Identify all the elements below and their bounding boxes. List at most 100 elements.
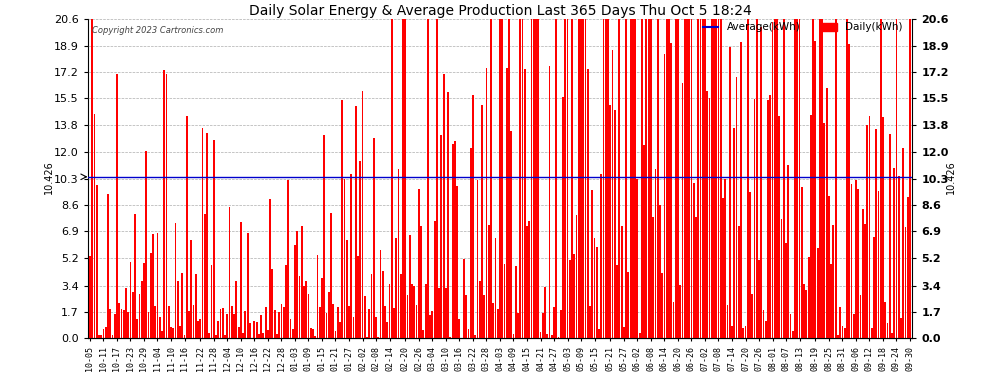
Bar xyxy=(589,306,591,338)
Bar xyxy=(425,284,427,338)
Bar xyxy=(234,314,235,338)
Bar xyxy=(598,329,600,338)
Bar xyxy=(515,266,517,338)
Bar xyxy=(702,20,704,338)
Bar xyxy=(767,100,769,338)
Bar xyxy=(564,20,566,338)
Bar xyxy=(112,335,113,338)
Bar xyxy=(274,310,275,338)
Bar xyxy=(340,322,341,338)
Title: Daily Solar Energy & Average Production Last 365 Days Thu Oct 5 18:24: Daily Solar Energy & Average Production … xyxy=(248,4,751,18)
Bar xyxy=(542,313,544,338)
Bar xyxy=(495,238,496,338)
Bar xyxy=(168,306,169,338)
Bar xyxy=(909,20,911,338)
Bar xyxy=(463,259,464,338)
Bar xyxy=(193,305,194,338)
Bar xyxy=(756,20,757,338)
Bar xyxy=(749,192,751,338)
Bar xyxy=(704,20,706,338)
Bar xyxy=(411,284,413,338)
Bar xyxy=(361,91,363,338)
Bar xyxy=(582,20,584,338)
Bar xyxy=(121,309,123,338)
Bar xyxy=(781,219,782,338)
Bar xyxy=(794,20,796,338)
Bar xyxy=(393,308,395,338)
Bar xyxy=(639,333,641,338)
Bar xyxy=(855,180,856,338)
Bar xyxy=(321,278,323,338)
Bar xyxy=(734,128,736,338)
Bar xyxy=(736,77,738,338)
Bar xyxy=(873,237,875,338)
Bar xyxy=(504,264,505,338)
Bar xyxy=(753,99,755,338)
Bar xyxy=(146,152,148,338)
Bar xyxy=(822,20,823,338)
Bar xyxy=(880,20,882,338)
Bar xyxy=(398,169,400,338)
Bar xyxy=(231,306,233,338)
Bar xyxy=(215,335,217,338)
Bar xyxy=(432,311,434,338)
Bar xyxy=(292,329,294,338)
Bar xyxy=(174,224,176,338)
Bar xyxy=(384,306,386,338)
Bar xyxy=(776,20,778,338)
Bar xyxy=(420,226,422,338)
Bar xyxy=(665,20,667,338)
Bar xyxy=(289,319,291,338)
Bar xyxy=(835,20,837,338)
Bar xyxy=(644,145,645,338)
Bar xyxy=(626,20,627,338)
Bar xyxy=(499,20,501,338)
Bar xyxy=(675,20,676,338)
Bar xyxy=(663,54,665,338)
Bar xyxy=(619,20,621,338)
Bar xyxy=(287,180,289,338)
Bar xyxy=(474,334,476,338)
Bar xyxy=(635,20,636,338)
Bar xyxy=(107,194,109,338)
Bar xyxy=(280,304,282,338)
Bar xyxy=(100,335,102,338)
Bar xyxy=(513,334,515,338)
Bar xyxy=(156,233,158,338)
Bar xyxy=(837,334,839,338)
Bar xyxy=(902,148,904,338)
Bar xyxy=(744,326,746,338)
Bar xyxy=(123,309,125,338)
Bar xyxy=(98,334,100,338)
Bar xyxy=(803,284,805,338)
Bar xyxy=(258,334,259,338)
Bar xyxy=(139,294,141,338)
Bar xyxy=(751,294,753,338)
Bar xyxy=(91,20,93,338)
Bar xyxy=(481,105,483,338)
Bar xyxy=(654,169,656,338)
Bar xyxy=(771,22,773,338)
Bar xyxy=(285,265,287,338)
Bar xyxy=(344,178,346,338)
Bar xyxy=(423,330,425,338)
Bar xyxy=(296,231,298,338)
Bar xyxy=(546,334,548,338)
Bar xyxy=(765,321,766,338)
Bar xyxy=(179,326,181,338)
Bar xyxy=(451,144,453,338)
Bar xyxy=(485,69,487,338)
Bar xyxy=(681,83,683,338)
Bar xyxy=(628,272,630,338)
Bar xyxy=(172,328,174,338)
Bar xyxy=(389,284,390,338)
Bar xyxy=(810,116,812,338)
Bar xyxy=(857,189,859,338)
Bar xyxy=(386,322,388,338)
Bar xyxy=(243,333,244,338)
Bar xyxy=(580,20,582,338)
Bar xyxy=(632,20,634,338)
Bar xyxy=(260,315,262,338)
Bar xyxy=(379,250,381,338)
Bar xyxy=(850,184,852,338)
